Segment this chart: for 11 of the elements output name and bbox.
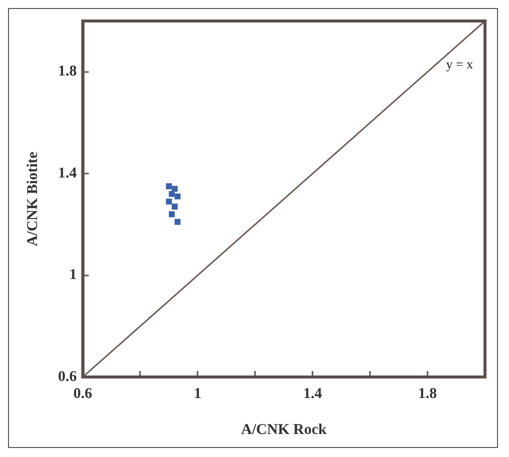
x-tick-label: 1.8: [418, 386, 437, 402]
y-tick-label: 1: [69, 267, 77, 284]
annotation: y = x: [446, 56, 474, 72]
x-tick-label: 0.6: [73, 386, 93, 402]
y-tick-label: 1.8: [58, 64, 77, 80]
y-axis-title: A/CNK Biotite: [24, 151, 41, 246]
x-tick-label: 1: [194, 386, 202, 402]
y-tick-label: 0.6: [58, 368, 78, 385]
y-tick-label: 1.4: [58, 165, 78, 182]
x-axis-title: A/CNK Rock: [241, 422, 328, 438]
x-tick-label: 1.4: [303, 386, 322, 402]
